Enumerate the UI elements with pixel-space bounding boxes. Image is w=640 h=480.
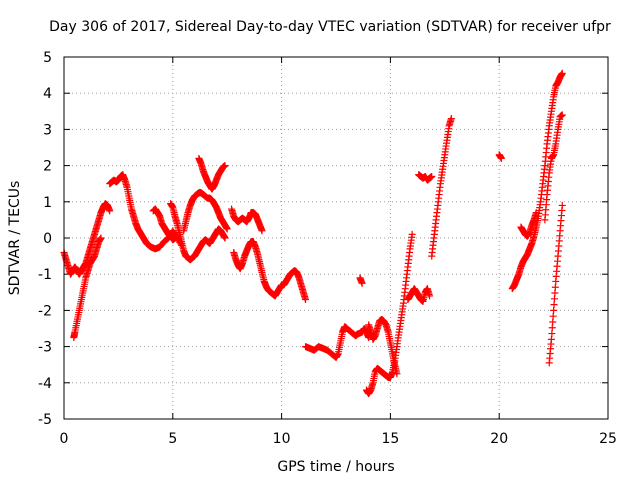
- y-tick-label: 2: [43, 159, 52, 175]
- data-point-plus: [302, 296, 310, 304]
- y-axis-label: SDTVAR / TECUs: [7, 181, 23, 296]
- y-tick-label: 5: [43, 50, 52, 66]
- x-tick-label: 25: [599, 431, 617, 447]
- data-point-plus: [393, 370, 401, 378]
- y-tick-label: -1: [38, 267, 52, 283]
- data-point-plus: [532, 209, 540, 217]
- data-point-plus: [223, 225, 231, 233]
- x-tick-label: 15: [381, 431, 399, 447]
- x-axis-label: GPS time / hours: [277, 459, 394, 475]
- data-point-plus: [428, 172, 436, 180]
- plot-frame: [63, 56, 609, 420]
- x-tick-label: 5: [168, 431, 177, 447]
- data-point-plus: [221, 162, 229, 170]
- x-tick-labels: 0 5 10 15 20 25: [60, 431, 617, 447]
- y-tick-label: -5: [38, 412, 52, 428]
- grid-lines: [64, 57, 608, 419]
- data-point-plus: [97, 234, 105, 242]
- y-tick-labels: -5 -4 -3 -2 -1 0 1 2 3 4 5: [38, 50, 52, 428]
- y-tick-label: -3: [38, 340, 52, 356]
- data-point-plus: [497, 154, 505, 162]
- data-point-plus: [558, 201, 566, 209]
- data-point-plus: [558, 69, 566, 77]
- data-point-plus: [426, 292, 434, 300]
- data-point-plus: [258, 227, 266, 235]
- data-point-plus: [447, 115, 455, 123]
- y-tick-label: -2: [38, 303, 52, 319]
- data-points: [60, 69, 566, 398]
- x-tick-label: 20: [490, 431, 508, 447]
- data-point-plus: [106, 207, 114, 215]
- x-tick-label: 10: [273, 431, 291, 447]
- data-point-plus: [221, 234, 229, 242]
- y-tick-label: 1: [43, 195, 52, 211]
- x-tick-label: 0: [60, 431, 69, 447]
- y-tick-label: 4: [43, 86, 52, 102]
- y-tick-label: 3: [43, 122, 52, 138]
- chart-title: Day 306 of 2017, Sidereal Day-to-day VTE…: [49, 19, 611, 35]
- y-tick-label: 0: [43, 231, 52, 247]
- data-point-plus: [358, 279, 366, 287]
- data-point-plus: [408, 230, 416, 238]
- data-point-plus: [558, 111, 566, 119]
- y-tick-label: -4: [38, 376, 52, 392]
